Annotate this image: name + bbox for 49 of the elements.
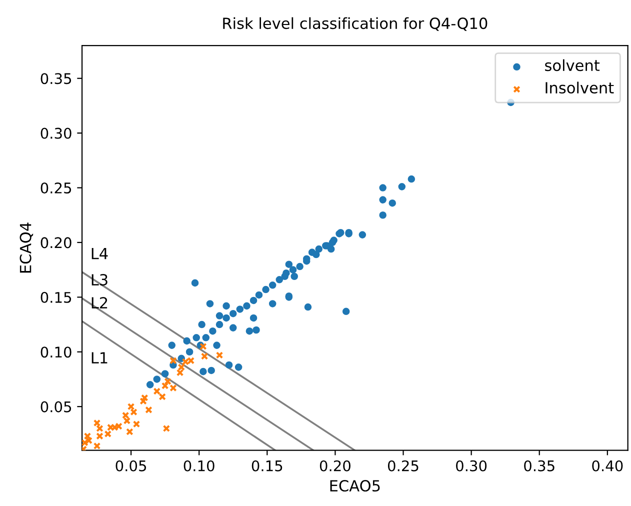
x-tick-label: 0.05 <box>116 460 146 472</box>
point <box>82 439 88 446</box>
x-axis-title: ECAO5 <box>330 480 380 492</box>
y-tick-label: 0.05 <box>40 401 72 412</box>
point <box>145 406 152 414</box>
y-tick-label: 0.15 <box>40 292 72 303</box>
point <box>178 364 186 371</box>
point <box>85 436 92 444</box>
point <box>127 402 135 410</box>
annotation: L2 <box>92 297 108 308</box>
chart-title: Risk level classification for Q4-Q10 <box>223 17 488 31</box>
point <box>158 393 166 400</box>
annotation: L3 <box>92 274 108 286</box>
x-tick-label: 0.15 <box>252 460 282 472</box>
point <box>130 408 138 416</box>
point <box>84 432 92 440</box>
y-tick-label: 0.10 <box>40 346 72 358</box>
y-tick-label: 0.30 <box>40 128 72 139</box>
point <box>123 417 131 424</box>
legend-label: solvent <box>545 59 600 72</box>
point <box>141 394 148 402</box>
x-tick-label: 0.20 <box>320 460 350 472</box>
annotation: L1 <box>92 352 108 364</box>
point <box>153 388 161 395</box>
x-tick-label: 0.40 <box>592 460 623 472</box>
point <box>170 356 177 364</box>
point <box>216 352 224 359</box>
point <box>140 397 147 405</box>
annotation: L4 <box>92 248 108 260</box>
y-axis-title: ECAQ4 <box>20 222 34 273</box>
y-tick-label: 0.25 <box>40 182 72 194</box>
point <box>93 442 101 450</box>
x-tick-label: 0.10 <box>184 460 214 472</box>
point <box>200 342 207 350</box>
point <box>132 420 140 428</box>
x-tick-label: 0.30 <box>456 460 487 472</box>
point <box>122 412 130 419</box>
point <box>96 424 104 432</box>
point <box>162 424 170 432</box>
y-tick-label: 0.20 <box>40 237 72 248</box>
x-tick-label: 0.25 <box>388 460 418 472</box>
point <box>200 352 208 360</box>
legend-label: Insolvent <box>546 82 614 94</box>
point <box>126 428 134 436</box>
point <box>93 419 101 427</box>
y-tick-label: 0.35 <box>40 73 72 84</box>
point <box>176 369 184 376</box>
point <box>164 378 172 386</box>
x-tick-label: 0.35 <box>524 460 554 472</box>
